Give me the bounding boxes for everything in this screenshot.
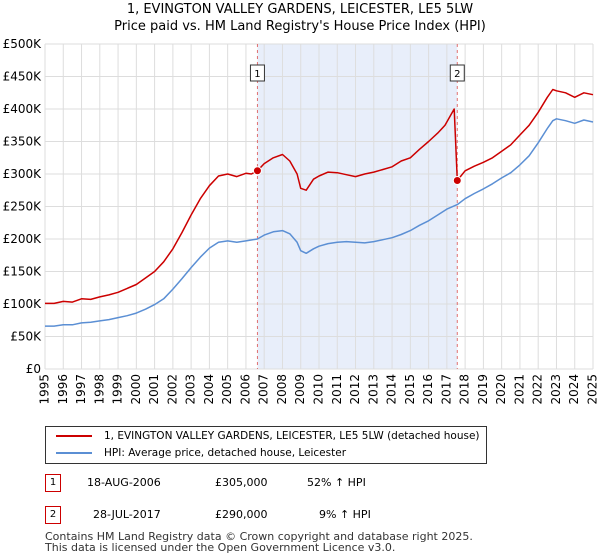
- footer-line-1: Contains HM Land Registry data © Crown c…: [45, 530, 473, 543]
- x-tick-label: 2004: [202, 374, 216, 405]
- x-tick-label: 2000: [129, 374, 143, 405]
- x-tick-label: 2025: [586, 374, 600, 405]
- transaction-hpi: 9% ↑ HPI: [319, 508, 371, 521]
- legend-blue-swatch: [56, 452, 92, 454]
- transaction-date: 18-AUG-2006: [87, 476, 161, 489]
- y-tick-label: £0: [26, 362, 41, 376]
- transaction-price: £290,000: [215, 508, 268, 521]
- x-tick-label: 2021: [512, 374, 526, 405]
- y-tick-label: £200K: [3, 232, 43, 246]
- x-tick-label: 1996: [56, 374, 70, 405]
- legend-red-swatch: [56, 435, 92, 437]
- y-tick-label: £450K: [3, 70, 43, 84]
- transaction-badge: 1: [45, 474, 61, 492]
- sale-point: [252, 166, 262, 176]
- footer: Contains HM Land Registry data © Crown c…: [45, 531, 473, 553]
- x-tick-label: 1995: [38, 374, 52, 405]
- x-tick-label: 2009: [293, 374, 307, 405]
- transaction-date: 28-JUL-2017: [93, 508, 161, 521]
- series-line-hpi: [45, 118, 594, 327]
- sale-point: [452, 176, 462, 185]
- transaction-price: £305,000: [215, 476, 268, 489]
- x-tick-label: 2018: [458, 374, 472, 405]
- x-tick-label: 2001: [147, 374, 161, 405]
- y-tick-label: £100K: [3, 297, 43, 311]
- x-tick-label: 2008: [275, 374, 289, 405]
- legend-blue-label: HPI: Average price, detached house, Leic…: [104, 447, 347, 459]
- x-tick-label: 2019: [476, 374, 490, 405]
- annotation-label: 1: [254, 69, 260, 80]
- y-tick-label: £400K: [3, 102, 43, 116]
- legend-red-label: 1, EVINGTON VALLEY GARDENS, LEICESTER, L…: [104, 430, 480, 442]
- annotation-label: 2: [454, 69, 460, 80]
- x-tick-label: 2022: [531, 374, 545, 405]
- y-tick-label: £250K: [3, 200, 43, 214]
- chart-subtitle: Price paid vs. HM Land Registry's House …: [114, 19, 486, 34]
- x-tick-label: 1997: [74, 374, 88, 405]
- y-tick-label: £300K: [3, 167, 43, 181]
- y-tick-label: £350K: [3, 135, 43, 149]
- x-tick-label: 2006: [238, 374, 252, 405]
- x-tick-label: 1998: [92, 374, 106, 405]
- x-tick-label: 2007: [257, 374, 271, 405]
- x-tick-label: 2016: [421, 374, 435, 405]
- x-tick-label: 2023: [549, 374, 563, 405]
- x-tick-label: 2011: [330, 374, 344, 405]
- price-chart: £0 £50K £100K £150K £200K £250K £300K £350K £400…: [3, 37, 600, 405]
- x-tick-label: 2012: [348, 374, 362, 405]
- legend-item-red: 1, EVINGTON VALLEY GARDENS, LEICESTER, L…: [56, 428, 480, 444]
- x-tick-label: 2015: [403, 374, 417, 405]
- legend: 1, EVINGTON VALLEY GARDENS, LEICESTER, L…: [45, 426, 487, 464]
- transaction-hpi: 52% ↑ HPI: [307, 476, 366, 489]
- legend-item-blue: HPI: Average price, detached house, Leic…: [56, 445, 346, 461]
- x-tick-label: 2002: [165, 374, 179, 405]
- x-tick-label: 2005: [220, 374, 234, 405]
- x-tick-label: 2020: [494, 374, 508, 405]
- series-line-property: [45, 88, 594, 305]
- x-tick-label: 2010: [312, 374, 326, 405]
- x-tick-label: 1999: [111, 374, 125, 405]
- x-tick-label: 2014: [385, 374, 399, 405]
- annotation-box: [249, 64, 265, 82]
- x-tick-label: 2013: [366, 374, 380, 405]
- footer-line-2: This data is licensed under the Open Gov…: [45, 541, 396, 554]
- y-tick-label: £150K: [3, 265, 43, 279]
- x-tick-label: 2003: [184, 374, 198, 405]
- x-tick-label: 2017: [439, 374, 453, 405]
- annotation-box: [449, 64, 465, 82]
- chart-title: 1, EVINGTON VALLEY GARDENS, LEICESTER, L…: [126, 2, 474, 17]
- transaction-badge: 2: [45, 506, 61, 524]
- y-tick-label: £500K: [3, 37, 43, 51]
- y-tick-label: £50K: [10, 330, 42, 344]
- x-tick-label: 2024: [567, 374, 581, 405]
